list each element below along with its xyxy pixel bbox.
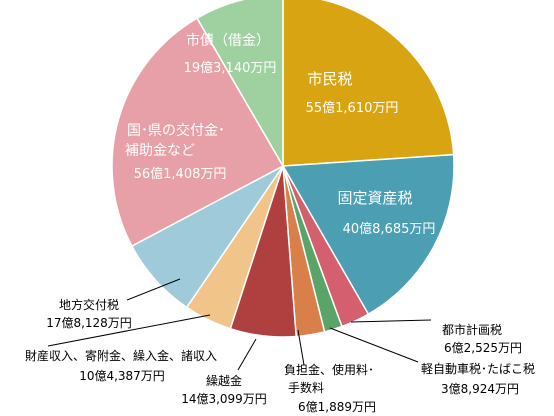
- slice-kotei: [281, 153, 455, 316]
- label-toshi-amount: 6億2,525万円: [444, 341, 522, 355]
- slice-shiminzei: [282, 0, 455, 167]
- label-keiji-amount: 3億8,924万円: [441, 382, 519, 396]
- leader-line-kurikoshi: [237, 338, 257, 371]
- label-kuniken-line1: 国･県の交付金･: [127, 122, 225, 139]
- label-zaisan-amount: 10億4,387万円: [79, 369, 165, 383]
- slice-kuniken: [111, 17, 285, 248]
- slice-shisai: [196, 0, 284, 169]
- label-kuniken-amount: 56億1,408万円: [134, 166, 227, 182]
- label-shisai-name: 市債（借金）: [186, 32, 270, 49]
- label-shiminzei-amount: 55億1,610万円: [306, 100, 399, 116]
- slice-labels: 市民税 55億1,610万円 固定資産税 40億8,685万円 市債（借金） 1…: [25, 32, 535, 414]
- label-futan-line1: 負担金、使用料･: [284, 362, 374, 377]
- label-toshi-name: 都市計画税: [442, 322, 502, 337]
- label-kurikoshi-name: 繰越金: [206, 373, 242, 388]
- label-kotei-amount: 40億8,685万円: [343, 221, 436, 237]
- pie-slices: [111, 0, 455, 338]
- label-keiji-name: 軽自動車税･たばこ税: [421, 362, 535, 376]
- label-shiminzei-name: 市民税: [307, 70, 352, 88]
- label-chiho-amount: 17億8,128万円: [46, 316, 132, 330]
- label-zaisan-name: 財産収入、寄附金、繰入金、諸収入: [25, 348, 217, 363]
- label-futan-line2: 手数料: [288, 380, 324, 395]
- label-shisai-amount: 19億3,140万円: [184, 60, 277, 76]
- leader-line-futan: [297, 329, 305, 366]
- label-futan-amount: 6億1,889万円: [298, 400, 376, 414]
- leader-lines: [47, 278, 432, 371]
- leader-line-zaisan: [47, 314, 211, 347]
- label-chiho-name: 地方交付税: [59, 297, 119, 312]
- label-kotei-name: 固定資産税: [337, 189, 412, 207]
- label-kuniken-line2: 補助金など: [125, 143, 195, 159]
- leader-line-chiho: [126, 278, 181, 301]
- leader-line-keiji: [329, 327, 419, 363]
- label-kurikoshi-amount: 14億3,099万円: [181, 392, 267, 406]
- leader-line-toshi: [350, 319, 432, 323]
